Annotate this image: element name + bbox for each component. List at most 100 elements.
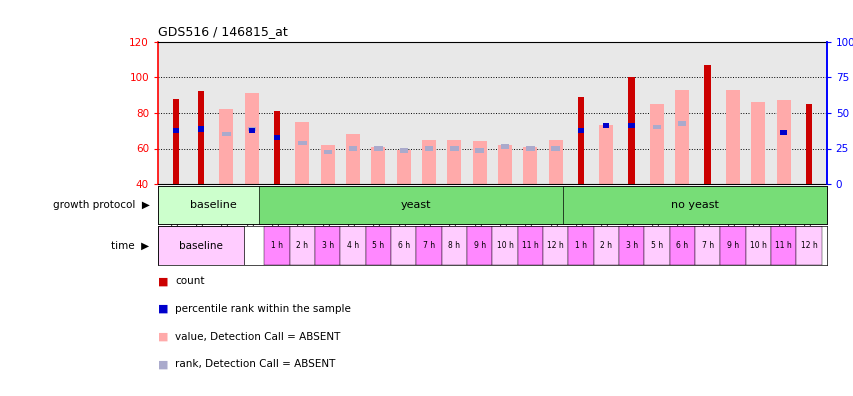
Bar <box>780 130 786 135</box>
Text: 7 h: 7 h <box>701 241 713 250</box>
Text: 3 h: 3 h <box>625 241 637 250</box>
Bar <box>289 226 315 265</box>
Text: value, Detection Call = ABSENT: value, Detection Call = ABSENT <box>175 331 340 342</box>
Text: 12 h: 12 h <box>547 241 563 250</box>
Bar <box>247 127 256 131</box>
Text: baseline: baseline <box>190 200 237 210</box>
Bar <box>323 150 332 154</box>
Bar <box>563 186 826 224</box>
Bar <box>441 226 467 265</box>
Text: 11 h: 11 h <box>775 241 791 250</box>
Bar <box>548 139 562 184</box>
Text: 10 h: 10 h <box>496 241 513 250</box>
Text: 1 h: 1 h <box>270 241 282 250</box>
Bar <box>694 226 719 265</box>
Bar <box>475 148 484 152</box>
Text: time  ▶: time ▶ <box>111 240 149 251</box>
Bar <box>248 128 254 133</box>
Bar <box>473 141 486 184</box>
Text: 5 h: 5 h <box>372 241 384 250</box>
Text: 6 h: 6 h <box>397 241 409 250</box>
Bar <box>628 77 634 184</box>
Bar <box>245 93 258 184</box>
Bar <box>805 104 811 184</box>
Text: ■: ■ <box>158 359 168 369</box>
Bar <box>397 150 410 184</box>
Bar <box>374 146 382 151</box>
Bar <box>675 89 688 184</box>
Text: 6 h: 6 h <box>676 241 688 250</box>
Text: 10 h: 10 h <box>749 241 766 250</box>
Bar <box>345 134 360 184</box>
Text: 2 h: 2 h <box>296 241 308 250</box>
Bar <box>599 125 612 184</box>
Bar <box>523 147 537 184</box>
Text: 9 h: 9 h <box>473 241 485 250</box>
Text: 8 h: 8 h <box>448 241 460 250</box>
Bar <box>725 89 739 184</box>
Text: percentile rank within the sample: percentile rank within the sample <box>175 304 351 314</box>
Bar <box>719 226 745 265</box>
Bar <box>628 123 634 128</box>
Text: ■: ■ <box>158 331 168 342</box>
Text: ■: ■ <box>158 304 168 314</box>
Bar <box>467 226 491 265</box>
Bar <box>274 111 280 184</box>
Text: count: count <box>175 276 205 286</box>
Bar <box>348 146 357 151</box>
Bar <box>222 132 230 137</box>
Bar <box>551 146 560 151</box>
Text: 5 h: 5 h <box>650 241 662 250</box>
Text: no yeast: no yeast <box>670 200 718 210</box>
Bar <box>643 226 669 265</box>
Bar <box>371 147 385 184</box>
Text: 7 h: 7 h <box>422 241 434 250</box>
Bar <box>416 226 441 265</box>
Bar <box>198 91 204 184</box>
Bar <box>745 226 770 265</box>
Bar <box>751 102 764 184</box>
Bar <box>172 128 178 133</box>
Bar <box>421 139 436 184</box>
Bar <box>158 226 244 265</box>
Bar <box>602 123 609 128</box>
Bar <box>577 97 583 184</box>
Bar <box>704 65 710 184</box>
Bar <box>677 121 686 126</box>
Text: yeast: yeast <box>401 200 431 210</box>
Bar <box>795 226 821 265</box>
Bar <box>158 186 270 224</box>
Bar <box>525 146 534 151</box>
Bar <box>770 226 795 265</box>
Text: 12 h: 12 h <box>799 241 816 250</box>
Text: GDS516 / 146815_at: GDS516 / 146815_at <box>158 25 287 38</box>
Bar <box>593 226 618 265</box>
Text: baseline: baseline <box>179 240 223 251</box>
Bar <box>775 100 790 184</box>
Bar <box>618 226 643 265</box>
Bar <box>497 145 511 184</box>
Bar <box>198 126 204 131</box>
Bar <box>391 226 416 265</box>
Text: 1 h: 1 h <box>574 241 586 250</box>
Text: 9 h: 9 h <box>726 241 738 250</box>
Text: ■: ■ <box>158 276 168 286</box>
Bar <box>298 141 306 145</box>
Bar <box>295 122 309 184</box>
Bar <box>491 226 517 265</box>
Text: rank, Detection Call = ABSENT: rank, Detection Call = ABSENT <box>175 359 335 369</box>
Bar <box>424 146 432 151</box>
Bar <box>500 145 508 149</box>
Bar <box>450 146 458 151</box>
Bar <box>517 226 543 265</box>
Bar <box>340 226 365 265</box>
Bar <box>399 148 408 152</box>
Text: 11 h: 11 h <box>521 241 538 250</box>
Bar <box>649 104 663 184</box>
Text: 4 h: 4 h <box>346 241 358 250</box>
Text: growth protocol  ▶: growth protocol ▶ <box>53 200 149 210</box>
Bar <box>543 226 567 265</box>
Bar <box>264 226 289 265</box>
Text: 3 h: 3 h <box>322 241 334 250</box>
Bar <box>567 226 593 265</box>
